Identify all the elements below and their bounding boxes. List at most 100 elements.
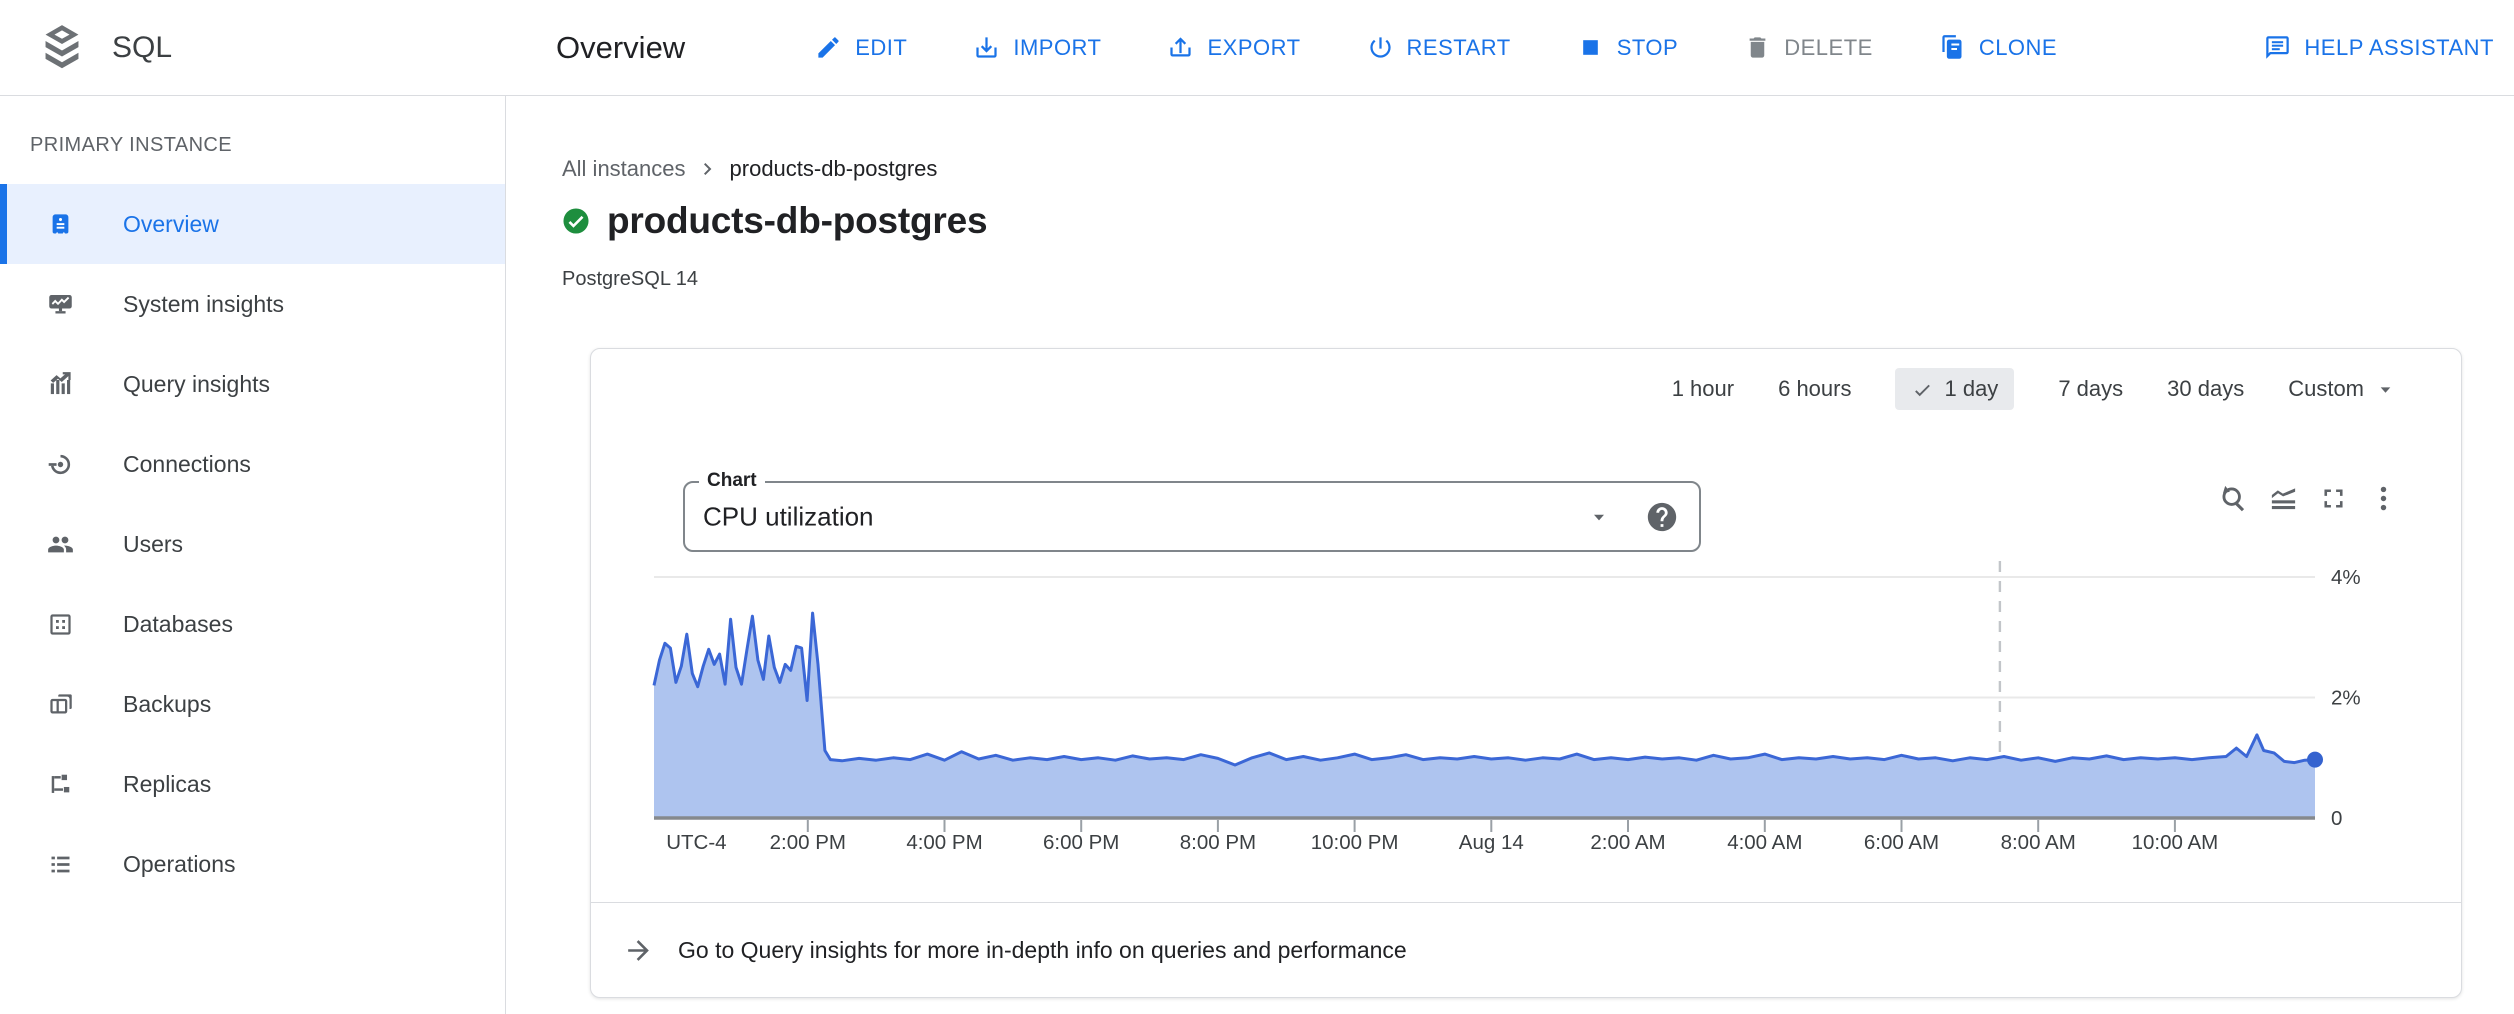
arrow-down-icon (2374, 378, 2397, 401)
sidebar-item-overview[interactable]: Overview (0, 184, 505, 264)
chevron-right-icon (696, 157, 720, 181)
import-icon (973, 34, 1000, 61)
toolbar-actions: EDIT IMPORT EXPORT RESTART STOP DELETE CLONE HE… (815, 34, 2494, 61)
restart-icon (1367, 34, 1394, 61)
edit-icon (815, 34, 842, 61)
sidebar-item-label: Overview (123, 210, 219, 237)
help-icon[interactable] (1645, 500, 1679, 534)
cloud-sql-logo-icon (36, 24, 88, 71)
system-insights-icon (47, 291, 74, 318)
time-range-30-days[interactable]: 30 days (2167, 368, 2244, 410)
time-range-selector: 1 hour 6 hours 1 day 7 days 30 days Custom (1672, 368, 2397, 410)
breadcrumb-all-instances[interactable]: All instances (562, 156, 686, 181)
monitoring-card: 1 hour 6 hours 1 day 7 days 30 days Custom Ch… (590, 348, 2462, 998)
chart-select-label: Chart (699, 470, 765, 492)
product-title: SQL (112, 30, 173, 64)
timezone-label: UTC-4 (666, 831, 726, 854)
time-range-custom[interactable]: Custom (2288, 368, 2397, 410)
query-insights-icon (47, 371, 74, 398)
action-label: EXPORT (1207, 34, 1301, 60)
query-insights-link[interactable]: Go to Query insights for more in-depth i… (591, 902, 2461, 997)
time-range-6-hours[interactable]: 6 hours (1778, 368, 1851, 410)
chart-tool-more-vert[interactable] (2368, 483, 2399, 514)
action-button-clone[interactable]: CLONE (1939, 34, 2057, 61)
action-label: STOP (1616, 34, 1679, 60)
dropdown-arrow-icon (1587, 505, 1611, 529)
action-button-restart[interactable]: RESTART (1367, 34, 1511, 61)
x-axis-label: 4:00 AM (1727, 831, 1802, 854)
time-range-1-day[interactable]: 1 day (1895, 368, 2015, 410)
cpu-area-fill (654, 613, 2315, 818)
y-axis-label: 2% (2331, 687, 2361, 710)
x-axis-label: 10:00 PM (1311, 831, 1399, 854)
connections-icon (47, 451, 74, 478)
action-button-import[interactable]: IMPORT (973, 34, 1101, 61)
action-label: RESTART (1406, 34, 1511, 60)
clone-icon (1939, 34, 1966, 61)
export-icon (1167, 34, 1194, 61)
chart-tool-area-chart[interactable] (2268, 483, 2299, 514)
operations-icon (47, 851, 74, 878)
x-axis-label: 8:00 PM (1180, 831, 1256, 854)
sidebar-item-backups[interactable]: Backups (0, 664, 505, 744)
help-assistant-icon (2264, 34, 2291, 61)
sidebar-item-system-insights[interactable]: System insights (0, 264, 505, 344)
action-button-delete[interactable]: DELETE (1744, 34, 1873, 61)
sidebar-item-label: Connections (123, 450, 251, 477)
sidebar-item-label: Query insights (123, 370, 271, 397)
action-label: DELETE (1784, 34, 1873, 60)
page-title: Overview (556, 29, 686, 65)
status-ok-icon (560, 205, 592, 237)
breadcrumb-current: products-db-postgres (729, 156, 938, 181)
sidebar-item-connections[interactable]: Connections (0, 424, 505, 504)
action-button-edit[interactable]: EDIT (815, 34, 907, 61)
stop-icon (1577, 34, 1604, 61)
action-label: EDIT (855, 34, 908, 60)
cpu-line (652, 611, 2316, 767)
instance-name: products-db-postgres (607, 200, 988, 241)
overview-icon (47, 211, 74, 238)
action-label: IMPORT (1013, 34, 1102, 60)
action-button-export[interactable]: EXPORT (1167, 34, 1300, 61)
y-axis-label: 0 (2331, 807, 2342, 830)
sidebar-item-label: Users (123, 530, 184, 557)
action-bar: Overview EDIT IMPORT EXPORT RESTART STOP DELE… (506, 0, 2514, 95)
sidebar-item-label: Operations (123, 850, 236, 877)
sidebar-item-query-insights[interactable]: Query insights (0, 344, 505, 424)
time-range-label: 30 days (2167, 376, 2245, 401)
x-axis-label: 4:00 PM (906, 831, 982, 854)
sidebar-item-databases[interactable]: Databases (0, 584, 505, 664)
sidebar-item-operations[interactable]: Operations (0, 824, 505, 904)
time-range-label: 1 hour (1671, 376, 1735, 401)
main-content: All instances products-db-postgres produ… (506, 96, 2514, 1014)
x-axis-label: 6:00 PM (1043, 831, 1119, 854)
brand: SQL (0, 0, 506, 95)
action-button-stop[interactable]: STOP (1577, 34, 1679, 61)
action-button-help-assistant[interactable]: HELP ASSISTANT (2264, 34, 2494, 61)
arrow-right-icon (623, 935, 654, 966)
chart-tool-zoom-reset[interactable] (2218, 483, 2249, 514)
x-axis-label: 8:00 AM (2001, 831, 2076, 854)
top-bar: SQL Overview EDIT IMPORT EXPORT RESTART STOP… (0, 0, 2514, 96)
chart-tool-fullscreen[interactable] (2318, 483, 2349, 514)
breadcrumb: All instances products-db-postgres (562, 156, 937, 182)
action-label: HELP ASSISTANT (2304, 34, 2494, 60)
latest-point-dot (2307, 751, 2323, 768)
chart-metric-select[interactable]: Chart CPU utilization (683, 470, 1701, 552)
y-axis-label: 4% (2331, 566, 2361, 589)
chart-toolbar (2218, 483, 2399, 514)
sidebar-item-replicas[interactable]: Replicas (0, 744, 505, 824)
time-range-7-days[interactable]: 7 days (2058, 368, 2123, 410)
time-range-1-hour[interactable]: 1 hour (1672, 368, 1734, 410)
time-range-label: 7 days (2058, 376, 2124, 401)
x-axis-label: Aug 14 (1459, 831, 1524, 854)
backups-icon (47, 691, 74, 718)
sidebar-item-users[interactable]: Users (0, 504, 505, 584)
sidebar-item-label: Replicas (123, 770, 212, 797)
sidebar: PRIMARY INSTANCE Overview System insights… (0, 96, 506, 1014)
sidebar-item-label: Databases (123, 610, 233, 637)
check-icon (1911, 378, 1934, 401)
databases-icon (47, 611, 74, 638)
x-axis-label: 6:00 AM (1864, 831, 1939, 854)
